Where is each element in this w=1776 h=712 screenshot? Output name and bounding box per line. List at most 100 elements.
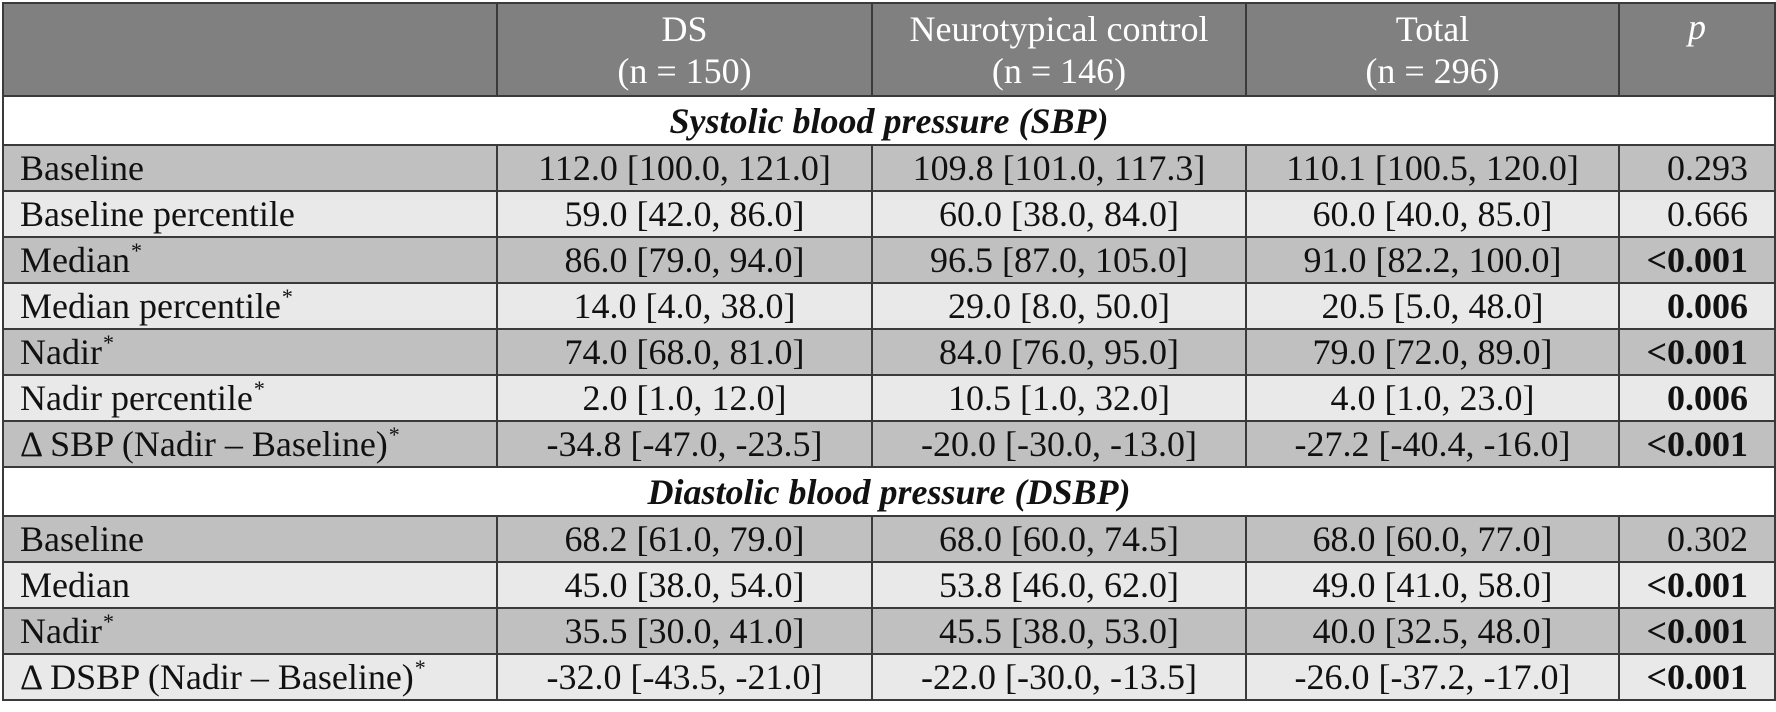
- header-total-name: Total: [1395, 8, 1470, 49]
- cell-p-value: <0.001: [1618, 236, 1776, 284]
- cell-ds: 59.0 [42.0, 86.0]: [496, 190, 873, 238]
- table-row: Median* 86.0 [79.0, 94.0] 96.5 [87.0, 105.…: [2, 236, 1776, 284]
- table-row: Baseline 68.2 [61.0, 79.0] 68.0 [60.0, 74.…: [2, 515, 1776, 563]
- cell-p-value: 0.006: [1618, 374, 1776, 422]
- header-ds: DS (n = 150): [496, 2, 873, 97]
- footnote-marker: *: [414, 655, 426, 680]
- cell-control: -22.0 [-30.0, -13.5]: [871, 653, 1247, 701]
- row-label: Baseline: [2, 515, 498, 563]
- footnote-marker: *: [130, 238, 142, 263]
- cell-p-value: 0.293: [1618, 144, 1776, 192]
- cell-control: 60.0 [38.0, 84.0]: [871, 190, 1247, 238]
- cell-total: 4.0 [1.0, 23.0]: [1245, 374, 1620, 422]
- cell-ds: -34.8 [-47.0, -23.5]: [496, 420, 873, 468]
- table-row: Median percentile* 14.0 [4.0, 38.0] 29.0 […: [2, 282, 1776, 330]
- cell-ds: 86.0 [79.0, 94.0]: [496, 236, 873, 284]
- cell-ds: 74.0 [68.0, 81.0]: [496, 328, 873, 376]
- cell-control: 84.0 [76.0, 95.0]: [871, 328, 1247, 376]
- header-empty-cell: [2, 2, 498, 97]
- section-header-row: Diastolic blood pressure (DSBP): [2, 466, 1776, 517]
- row-label-text: Baseline: [20, 148, 144, 188]
- cell-total: 68.0 [60.0, 77.0]: [1245, 515, 1620, 563]
- cell-ds: 35.5 [30.0, 41.0]: [496, 607, 873, 655]
- cell-total: 20.5 [5.0, 48.0]: [1245, 282, 1620, 330]
- row-label: Median: [2, 561, 498, 609]
- cell-ds: 14.0 [4.0, 38.0]: [496, 282, 873, 330]
- cell-p-value: 0.006: [1618, 282, 1776, 330]
- cell-ds: 2.0 [1.0, 12.0]: [496, 374, 873, 422]
- header-total-n: (n = 296): [1365, 50, 1500, 91]
- cell-p-value: 0.666: [1618, 190, 1776, 238]
- footnote-marker: *: [102, 609, 114, 634]
- cell-p-value: <0.001: [1618, 607, 1776, 655]
- row-label-text: Δ DSBP (Nadir – Baseline): [20, 657, 414, 697]
- cell-ds: -32.0 [-43.5, -21.0]: [496, 653, 873, 701]
- header-total: Total (n = 296): [1245, 2, 1620, 97]
- header-ds-n: (n = 150): [617, 50, 752, 91]
- cell-total: 110.1 [100.5, 120.0]: [1245, 144, 1620, 192]
- cell-total: 79.0 [72.0, 89.0]: [1245, 328, 1620, 376]
- cell-control: 68.0 [60.0, 74.5]: [871, 515, 1247, 563]
- row-label: Nadir percentile*: [2, 374, 498, 422]
- row-label-text: Median percentile: [20, 286, 281, 326]
- cell-total: 60.0 [40.0, 85.0]: [1245, 190, 1620, 238]
- header-control: Neurotypical control (n = 146): [871, 2, 1247, 97]
- table-row: Δ DSBP (Nadir – Baseline)* -32.0 [-43.5, …: [2, 653, 1776, 701]
- cell-control: 96.5 [87.0, 105.0]: [871, 236, 1247, 284]
- row-label-text: Δ SBP (Nadir – Baseline): [20, 424, 388, 464]
- table-row: Nadir percentile* 2.0 [1.0, 12.0] 10.5 [1.…: [2, 374, 1776, 422]
- row-label-text: Baseline percentile: [20, 194, 295, 234]
- footnote-marker: *: [388, 422, 400, 447]
- cell-ds: 45.0 [38.0, 54.0]: [496, 561, 873, 609]
- cell-total: 91.0 [82.2, 100.0]: [1245, 236, 1620, 284]
- footnote-marker: *: [253, 376, 265, 401]
- row-label: Nadir*: [2, 328, 498, 376]
- cell-control: 109.8 [101.0, 117.3]: [871, 144, 1247, 192]
- row-label: Δ SBP (Nadir – Baseline)*: [2, 420, 498, 468]
- table-row: Nadir* 74.0 [68.0, 81.0] 84.0 [76.0, 95.0]…: [2, 328, 1776, 376]
- cell-ds: 68.2 [61.0, 79.0]: [496, 515, 873, 563]
- cell-total: -27.2 [-40.4, -16.0]: [1245, 420, 1620, 468]
- cell-control: 10.5 [1.0, 32.0]: [871, 374, 1247, 422]
- cell-p-value: <0.001: [1618, 420, 1776, 468]
- table-row: Baseline percentile 59.0 [42.0, 86.0] 60.0…: [2, 190, 1776, 238]
- cell-control: -20.0 [-30.0, -13.0]: [871, 420, 1247, 468]
- header-row: DS (n = 150) Neurotypical control (n = 1…: [2, 2, 1776, 97]
- header-control-n: (n = 146): [991, 50, 1127, 91]
- cell-total: 40.0 [32.5, 48.0]: [1245, 607, 1620, 655]
- table-row: Δ SBP (Nadir – Baseline)* -34.8 [-47.0, -…: [2, 420, 1776, 468]
- table-row: Baseline 112.0 [100.0, 121.0] 109.8 [101.0…: [2, 144, 1776, 192]
- row-label: Median percentile*: [2, 282, 498, 330]
- section-title: Diastolic blood pressure (DSBP): [2, 466, 1776, 517]
- footnote-marker: *: [102, 330, 114, 355]
- table-row: Nadir* 35.5 [30.0, 41.0] 45.5 [38.0, 53.0]…: [2, 607, 1776, 655]
- cell-ds: 112.0 [100.0, 121.0]: [496, 144, 873, 192]
- cell-total: 49.0 [41.0, 58.0]: [1245, 561, 1620, 609]
- row-label-text: Median: [20, 240, 130, 280]
- row-label: Baseline percentile: [2, 190, 498, 238]
- footnote-marker: *: [281, 284, 293, 309]
- cell-p-value: <0.001: [1618, 561, 1776, 609]
- header-p-value: p: [1618, 2, 1776, 97]
- row-label-text: Median: [20, 565, 130, 605]
- header-ds-name: DS: [661, 8, 708, 49]
- cell-total: -26.0 [-37.2, -17.0]: [1245, 653, 1620, 701]
- row-label-text: Nadir: [20, 332, 102, 372]
- cell-control: 45.5 [38.0, 53.0]: [871, 607, 1247, 655]
- row-label: Nadir*: [2, 607, 498, 655]
- row-label-text: Baseline: [20, 519, 144, 559]
- section-title: Systolic blood pressure (SBP): [2, 95, 1776, 146]
- header-control-name: Neurotypical control: [909, 8, 1209, 49]
- cell-control: 53.8 [46.0, 62.0]: [871, 561, 1247, 609]
- section-header-row: Systolic blood pressure (SBP): [2, 95, 1776, 146]
- cell-p-value: <0.001: [1618, 653, 1776, 701]
- cell-p-value: 0.302: [1618, 515, 1776, 563]
- row-label: Median*: [2, 236, 498, 284]
- cell-p-value: <0.001: [1618, 328, 1776, 376]
- row-label: Δ DSBP (Nadir – Baseline)*: [2, 653, 498, 701]
- row-label: Baseline: [2, 144, 498, 192]
- table-body: Systolic blood pressure (SBP) Baseline 112…: [2, 95, 1776, 701]
- cell-control: 29.0 [8.0, 50.0]: [871, 282, 1247, 330]
- row-label-text: Nadir percentile: [20, 378, 253, 418]
